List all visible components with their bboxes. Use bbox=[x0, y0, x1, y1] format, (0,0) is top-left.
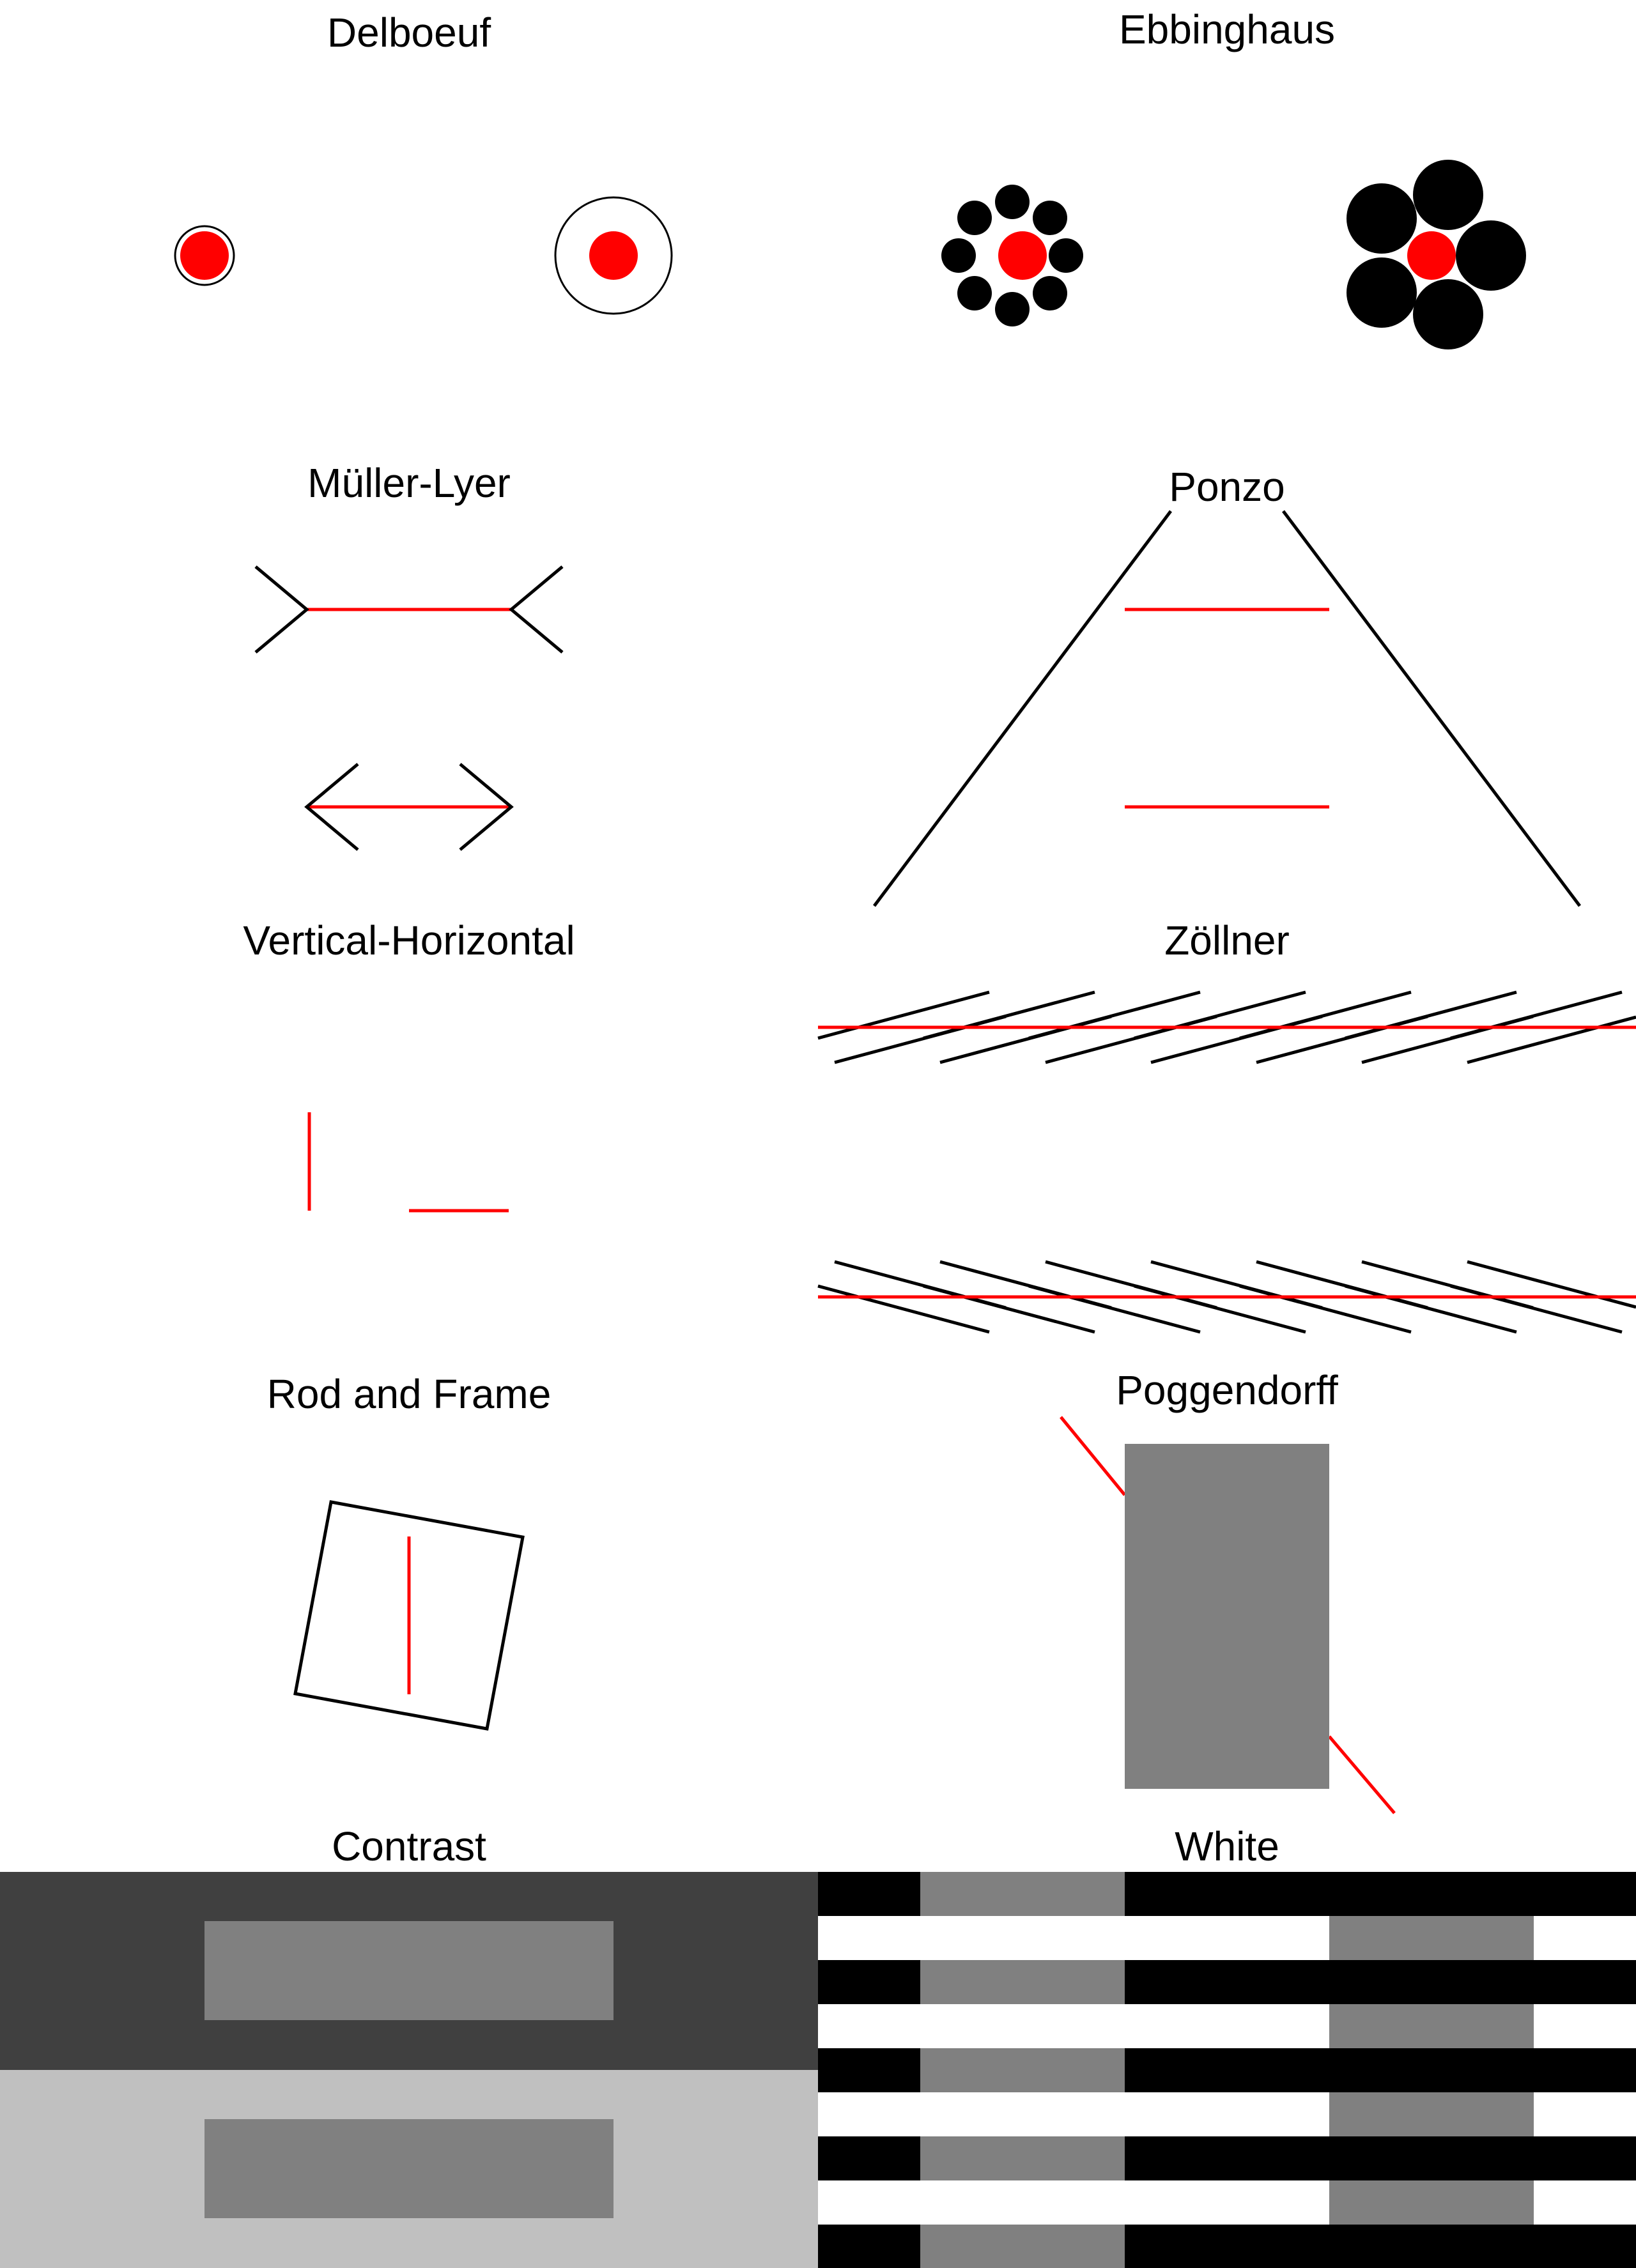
small-inducer-circle bbox=[1033, 276, 1067, 310]
poggendorff-illusion bbox=[1060, 1416, 1396, 1814]
rod-and-frame-illusion bbox=[293, 1500, 525, 1731]
delboeuf-right-ring bbox=[554, 196, 673, 315]
delboeuf-illusion bbox=[174, 196, 673, 315]
delboeuf-left-target bbox=[180, 231, 229, 280]
zollner-hatch bbox=[817, 990, 990, 1040]
white-title: White bbox=[1175, 1823, 1279, 1869]
zollner-hatch bbox=[1239, 990, 1412, 1040]
tilted-frame bbox=[293, 1500, 525, 1731]
upper-gray-patch bbox=[204, 1921, 614, 2020]
small-inducer-circle bbox=[957, 276, 992, 310]
delboeuf-title: Delboeuf bbox=[327, 10, 491, 56]
muller-lyer-top-right-fins bbox=[509, 565, 564, 654]
delboeuf-right-target bbox=[589, 231, 638, 280]
small-inducer-circle bbox=[995, 185, 1030, 219]
contrast-illusion bbox=[0, 1872, 818, 2268]
large-inducer-circle bbox=[1456, 220, 1526, 291]
zollner-hatch bbox=[923, 990, 1095, 1040]
gray-patch-on-black bbox=[920, 1872, 1125, 1916]
ponzo-left-rail bbox=[873, 510, 1172, 907]
occluding-gray-rectangle bbox=[1125, 1444, 1329, 1789]
muller-lyer-title: Müller-Lyer bbox=[307, 460, 511, 506]
poggendorff-title: Poggendorff bbox=[1116, 1367, 1338, 1413]
small-inducer-circle bbox=[995, 292, 1030, 326]
muller-lyer-bottom-right-fins bbox=[459, 763, 514, 851]
zollner-hatch bbox=[923, 1284, 1095, 1334]
small-inducer-circle bbox=[941, 238, 976, 273]
zollner-hatch bbox=[1028, 990, 1201, 1040]
poggendorff-upper-segment bbox=[1060, 1416, 1126, 1496]
gray-patch-on-white bbox=[1329, 2004, 1534, 2048]
lower-gray-patch bbox=[204, 2119, 614, 2218]
contrast-title: Contrast bbox=[332, 1823, 486, 1869]
small-inducer-circle bbox=[1049, 238, 1083, 273]
ebbinghaus-large-inducers bbox=[1347, 160, 1526, 349]
gray-patch-on-white bbox=[1329, 2092, 1534, 2136]
gray-patch-on-black bbox=[920, 2048, 1125, 2092]
zollner-bottom-hatches bbox=[817, 1260, 1636, 1334]
muller-lyer-bottom-left-fins bbox=[304, 763, 359, 851]
vertical-horizontal-illusion bbox=[307, 1112, 509, 1213]
white-illusion bbox=[818, 1872, 1636, 2268]
ebbinghaus-illusion bbox=[941, 160, 1526, 349]
zollner-hatch bbox=[1467, 1015, 1636, 1064]
zollner-hatch bbox=[1345, 1284, 1517, 1334]
zollner-hatch bbox=[1134, 1284, 1306, 1334]
large-inducer-circle bbox=[1347, 257, 1417, 328]
zollner-hatch bbox=[1239, 1284, 1412, 1334]
large-inducer-circle bbox=[1413, 279, 1483, 349]
muller-lyer-top-left-fins bbox=[254, 565, 309, 654]
zollner-hatch bbox=[1467, 1260, 1636, 1309]
poggendorff-lower-segment bbox=[1328, 1735, 1396, 1814]
ebbinghaus-title: Ebbinghaus bbox=[1119, 6, 1335, 52]
zollner-hatch bbox=[1450, 990, 1623, 1040]
delboeuf-left-ring bbox=[174, 225, 235, 286]
rod-and-frame-title: Rod and Frame bbox=[267, 1371, 552, 1417]
large-inducer-circle bbox=[1413, 160, 1483, 230]
ebbinghaus-small-inducers bbox=[941, 185, 1083, 326]
zollner-hatch bbox=[1450, 1284, 1623, 1334]
zollner-illusion bbox=[817, 990, 1636, 1334]
zollner-top-hatches bbox=[817, 990, 1636, 1064]
large-inducer-circle bbox=[1347, 183, 1417, 254]
ponzo-illusion bbox=[873, 510, 1581, 907]
ponzo-title: Ponzo bbox=[1169, 464, 1285, 510]
zollner-title: Zöllner bbox=[1164, 917, 1290, 963]
ebbinghaus-left-target bbox=[998, 231, 1047, 280]
gray-patch-on-black bbox=[920, 2225, 1125, 2268]
small-inducer-circle bbox=[957, 201, 992, 235]
small-inducer-circle bbox=[1033, 201, 1067, 235]
zollner-hatch bbox=[1028, 1284, 1201, 1334]
zollner-hatch bbox=[1134, 990, 1306, 1040]
zollner-hatch bbox=[1345, 990, 1517, 1040]
ebbinghaus-right-target bbox=[1407, 231, 1456, 280]
gray-patch-on-black bbox=[920, 1960, 1125, 2004]
zollner-hatch bbox=[817, 1284, 990, 1334]
gray-patch-on-white bbox=[1329, 2180, 1534, 2225]
muller-lyer-illusion bbox=[254, 565, 564, 851]
vertical-horizontal-title: Vertical-Horizontal bbox=[243, 917, 575, 963]
ponzo-right-rail bbox=[1282, 510, 1581, 907]
gray-patch-on-white bbox=[1329, 1916, 1534, 1960]
gray-patch-on-black bbox=[920, 2136, 1125, 2180]
